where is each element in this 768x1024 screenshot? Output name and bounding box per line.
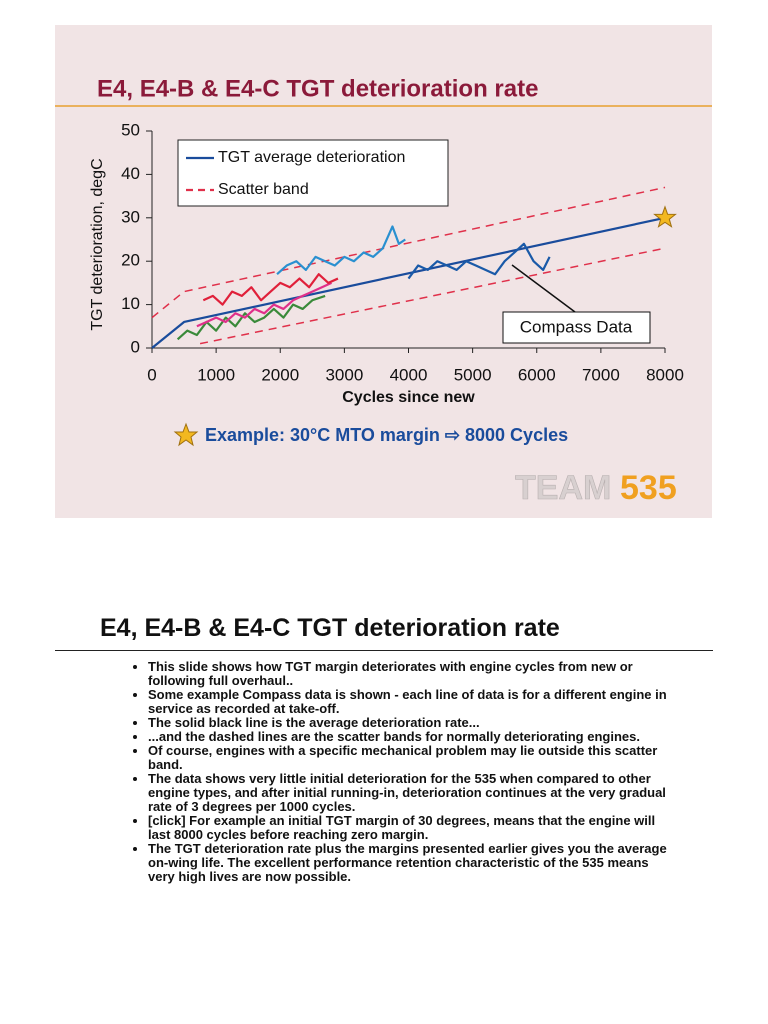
bullet: This slide shows how TGT margin deterior…	[148, 660, 668, 688]
x-tick-label: 1000	[197, 365, 235, 384]
y-tick-label: 50	[121, 120, 140, 139]
bullet: Some example Compass data is shown - eac…	[148, 688, 668, 716]
slide	[55, 25, 712, 518]
series-line	[151, 216, 666, 349]
bullet: Of course, engines with a specific mecha…	[148, 744, 668, 772]
annotation-text: Compass Data	[520, 317, 633, 336]
x-tick-label: 0	[147, 365, 156, 384]
bullet: The solid black line is the average dete…	[148, 716, 668, 730]
y-tick-label: 40	[121, 164, 140, 183]
title-rule	[55, 650, 713, 651]
legend-box	[177, 139, 449, 207]
y-tick-label: 10	[121, 294, 140, 313]
annotation-box	[502, 311, 651, 344]
y-tick-label: 20	[121, 251, 140, 270]
bullet-list: This slide shows how TGT margin deterior…	[130, 660, 668, 884]
compass-data-line	[407, 242, 551, 280]
x-tick-label: 5000	[454, 365, 492, 384]
compass-data-line	[276, 225, 406, 276]
x-tick-label: 8000	[646, 365, 684, 384]
x-tick-label: 4000	[390, 365, 428, 384]
y-axis-label: TGT deterioration, degC	[89, 158, 106, 330]
bullet: [click] For example an initial TGT margi…	[148, 814, 668, 842]
logo-team: TEAM	[515, 469, 611, 507]
annotation-arrow	[511, 264, 576, 313]
compass-data-line	[196, 281, 333, 328]
slide-title: E4, E4-B & E4-C TGT deterioration rate	[100, 614, 560, 642]
legend-label: TGT average deterioration	[218, 149, 405, 166]
bullet: The data shows very little initial deter…	[148, 772, 668, 814]
bullet: ...and the dashed lines are the scatter …	[148, 730, 668, 744]
x-tick-label: 6000	[518, 365, 556, 384]
compass-data-line	[176, 294, 326, 341]
x-axis-label: Cycles since new	[342, 389, 475, 406]
legend-label: Scatter band	[218, 181, 309, 198]
y-tick-label: 0	[131, 337, 140, 356]
y-tick-label: 30	[121, 207, 140, 226]
chart: E4, E4-B & E4-C TGT deterioration rate E…	[55, 75, 712, 507]
series-line	[151, 186, 666, 319]
scatter-band-line	[199, 247, 666, 345]
logo-number: 535	[620, 469, 677, 507]
star-marker	[653, 205, 677, 228]
slide-title: E4, E4-B & E4-C TGT deterioration rate	[97, 75, 538, 102]
example-star-icon	[173, 422, 199, 447]
x-tick-label: 7000	[582, 365, 620, 384]
x-tick-label: 3000	[325, 365, 363, 384]
bullet: The TGT deterioration rate plus the marg…	[148, 842, 668, 884]
example-text: Example: 30°C MTO margin ⇨ 8000 Cycles	[205, 425, 568, 445]
compass-data-line	[202, 273, 339, 306]
x-tick-label: 2000	[261, 365, 299, 384]
